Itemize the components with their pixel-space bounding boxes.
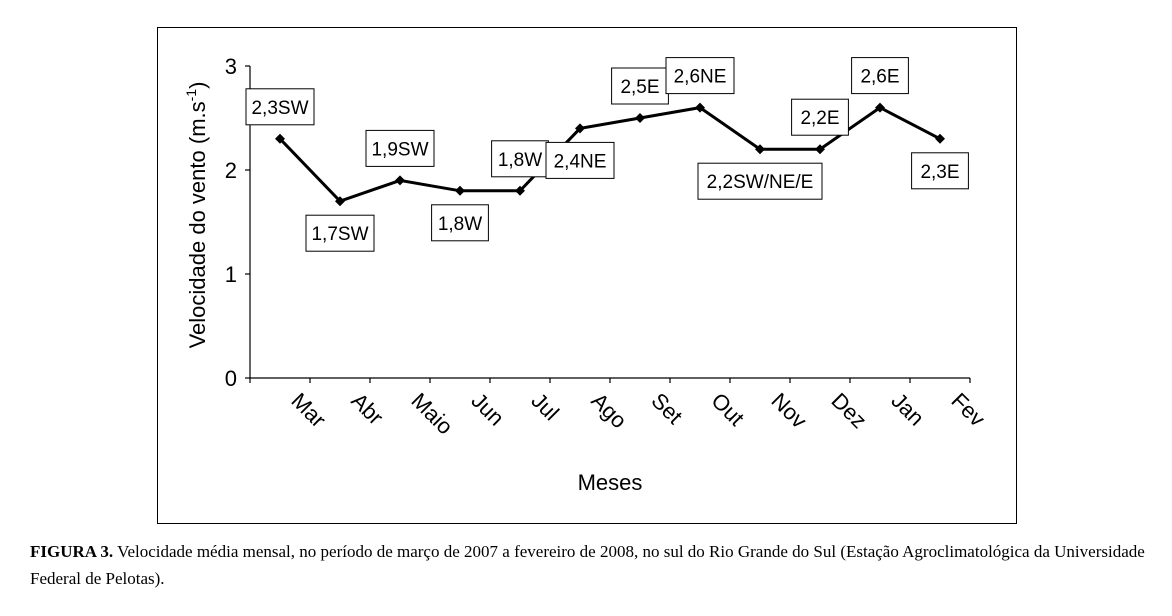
data-point <box>575 123 585 134</box>
x-tick-label: Nov <box>766 388 811 433</box>
data-point <box>695 102 705 113</box>
data-label: 2,2SW/NE/E <box>707 172 814 193</box>
data-point <box>275 133 285 144</box>
x-tick-label: Jul <box>526 388 564 426</box>
x-tick-label: Mar <box>286 388 330 432</box>
data-point <box>335 196 345 207</box>
x-tick-label: Abr <box>346 388 388 430</box>
series-line <box>278 105 941 203</box>
caption-text: Velocidade média mensal, no período de m… <box>30 542 1145 588</box>
data-label-box <box>697 162 823 200</box>
data-label-box <box>365 129 435 167</box>
x-tick-label: Jan <box>886 388 929 431</box>
data-label: 2,3E <box>920 162 959 183</box>
data-label-box <box>791 98 849 136</box>
data-point <box>815 144 825 155</box>
data-label-box <box>305 214 375 252</box>
y-axis-title: Velocidade do vento (m.s-1) <box>183 82 210 349</box>
data-point <box>935 133 945 144</box>
y-tick-label: 3 <box>225 54 237 79</box>
data-label: 2,4NE <box>554 151 607 172</box>
data-label-box <box>665 57 735 95</box>
caption-label: FIGURA 3. <box>30 542 114 561</box>
data-label-box <box>245 88 315 126</box>
data-label: 2,3SW <box>251 98 308 119</box>
data-label: 1,7SW <box>311 224 368 245</box>
x-tick-label: Out <box>706 388 749 431</box>
x-tick-label: Ago <box>586 388 631 433</box>
data-label-box <box>851 57 909 95</box>
data-label: 2,6E <box>860 67 899 88</box>
data-label-box <box>611 67 669 105</box>
y-tick-label: 0 <box>225 366 237 391</box>
data-label: 1,8W <box>498 150 542 171</box>
data-label-box <box>491 140 549 178</box>
y-tick-label: 1 <box>225 262 237 287</box>
data-point <box>515 185 525 196</box>
figure-caption: FIGURA 3. Velocidade média mensal, no pe… <box>30 538 1150 592</box>
x-axis-title: Meses <box>578 470 643 495</box>
x-tick-label: Dez <box>826 388 871 433</box>
data-point <box>455 185 465 196</box>
data-label-box <box>431 204 489 242</box>
data-label-box <box>545 141 615 179</box>
data-point <box>395 175 405 186</box>
data-point <box>875 102 885 113</box>
x-tick-label: Set <box>646 388 687 429</box>
x-tick-label: Jun <box>466 388 509 431</box>
y-tick-label: 2 <box>225 158 237 183</box>
data-point <box>755 144 765 155</box>
data-label-box <box>911 152 969 190</box>
chart-frame <box>157 27 1017 524</box>
data-label: 1,9SW <box>371 139 428 160</box>
data-label: 1,8W <box>438 214 482 235</box>
data-label: 2,5E <box>620 77 659 98</box>
data-point <box>635 113 645 123</box>
data-label: 2,2E <box>800 108 839 129</box>
x-tick-label: Fev <box>946 388 990 432</box>
x-tick-label: Maio <box>406 388 457 439</box>
data-label: 2,6NE <box>674 67 727 88</box>
